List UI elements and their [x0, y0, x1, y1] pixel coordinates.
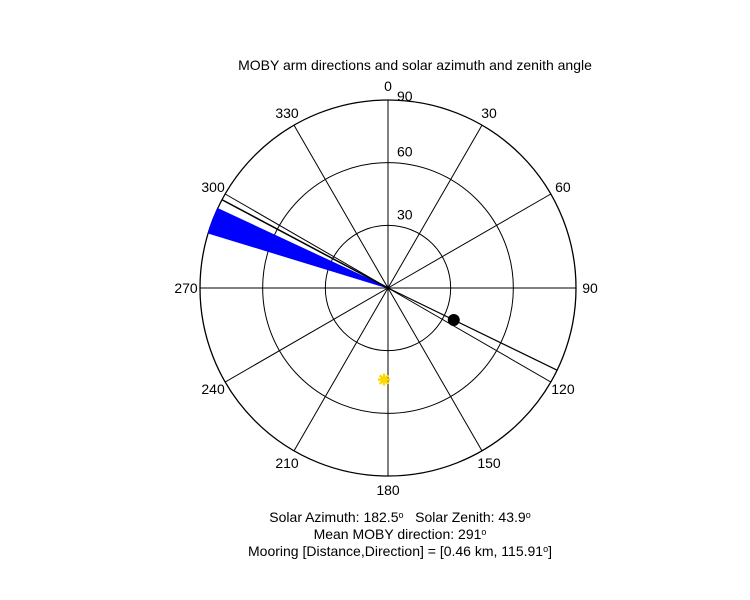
spoke-300 — [224, 193, 389, 289]
solar-azimuth-label: Solar Azimuth: 182.5 — [269, 509, 399, 525]
reference-direction-line — [221, 199, 389, 289]
angle-tick-label-240: 240 — [201, 381, 225, 397]
solar-zenith-label: Solar Zenith: 43.9 — [415, 509, 526, 525]
angle-tick-label-30: 30 — [481, 105, 497, 121]
degree-symbol: o — [543, 544, 549, 554]
radial-tick-label-90: 90 — [397, 88, 413, 104]
spoke-330 — [293, 124, 389, 289]
spoke-240 — [224, 287, 389, 383]
degree-symbol: o — [525, 510, 531, 520]
angle-tick-label-60: 60 — [555, 179, 571, 195]
angle-tick-label-300: 300 — [201, 179, 225, 195]
spoke-60 — [387, 193, 552, 289]
spoke-150 — [387, 287, 483, 452]
polar-data-marks — [207, 199, 558, 386]
spoke-120 — [387, 287, 552, 383]
spoke-210 — [293, 287, 389, 452]
angle-tick-label-330: 330 — [275, 105, 299, 121]
spoke-30 — [387, 124, 483, 289]
angle-tick-label-270: 270 — [174, 280, 198, 296]
mean-direction-label: Mean MOBY direction: 291 — [313, 526, 482, 542]
solar-caption-line: Solar Azimuth: 182.5o Solar Zenith: 43.9… — [0, 509, 750, 525]
chart-title: MOBY arm directions and solar azimuth an… — [238, 57, 592, 73]
mooring-direction-line — [387, 287, 558, 371]
polar-axis-labels: 0 30 60 90 120 150 180 210 240 270 300 330 30 60 90 — [174, 78, 598, 498]
solar-position-marker — [378, 373, 390, 386]
solar-marker-stroke — [378, 374, 390, 385]
mooring-caption-line: Mooring [Distance,Direction] = [0.46 km,… — [0, 543, 750, 559]
angle-tick-label-150: 150 — [477, 455, 501, 471]
mooring-position-marker — [447, 313, 460, 326]
mooring-label-end: ] — [548, 543, 552, 559]
mooring-label: Mooring [Distance,Direction] = [0.46 km,… — [248, 543, 544, 559]
angle-tick-label-210: 210 — [275, 455, 299, 471]
mean-direction-caption-line: Mean MOBY direction: 291o — [0, 526, 750, 542]
angle-tick-label-90: 90 — [582, 280, 598, 296]
moby-arm-direction-fan — [207, 207, 389, 289]
radial-tick-label-60: 60 — [397, 144, 413, 160]
angle-tick-label-180: 180 — [376, 482, 400, 498]
radial-tick-label-30: 30 — [397, 206, 413, 222]
degree-symbol: o — [398, 510, 404, 520]
angle-tick-label-120: 120 — [551, 381, 575, 397]
degree-symbol: o — [481, 527, 487, 537]
polar-grid — [199, 99, 577, 477]
angle-tick-label-0: 0 — [384, 78, 392, 94]
